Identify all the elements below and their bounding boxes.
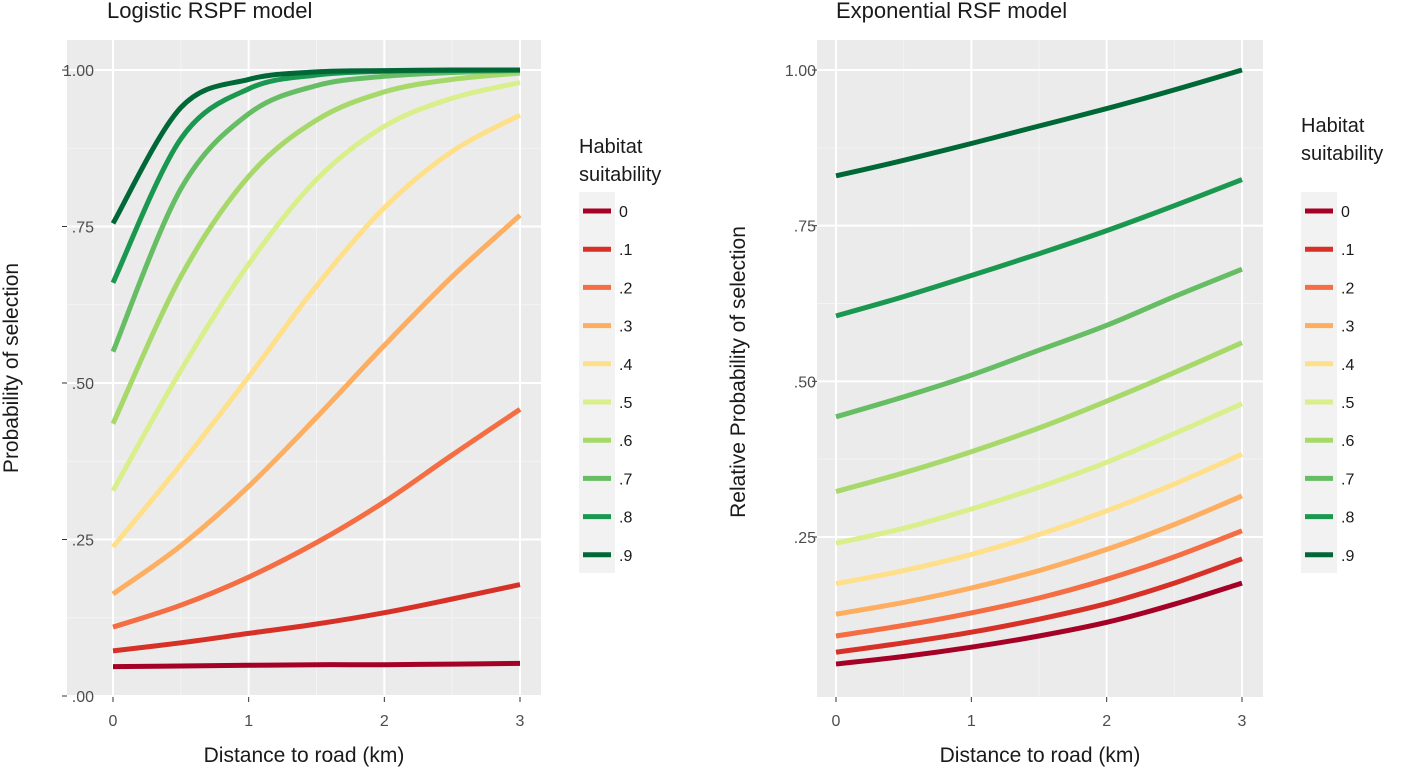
legend-title-line-1: Habitat — [579, 136, 643, 158]
series-lines — [835, 67, 1244, 667]
series-line-p8 — [835, 177, 1243, 319]
series-line-p2 — [835, 528, 1243, 639]
major-gridlines — [67, 40, 541, 697]
plot-background — [67, 40, 541, 697]
legend-label: .1 — [619, 242, 632, 259]
legend-label: .3 — [1341, 319, 1354, 336]
legend-label: .4 — [1341, 357, 1354, 374]
y-tick-label: .75 — [794, 219, 816, 236]
x-tick-label: 3 — [516, 713, 525, 730]
legend-label: .4 — [619, 357, 632, 374]
legend-label: .9 — [619, 548, 632, 565]
y-tick-label: 1.00 — [785, 63, 816, 80]
legend-label: .3 — [619, 319, 632, 336]
legend-title-line-1: Habitat — [1301, 115, 1365, 137]
y-axis-title: Relative Probability of selection — [727, 226, 750, 518]
y-axis-ticks: .00 .25 .50 .75 1.00 — [62, 63, 94, 706]
legend-label: .8 — [619, 510, 632, 527]
y-tick-label: .75 — [72, 220, 94, 237]
series-line-p4 — [835, 451, 1244, 587]
legend-key-background — [1301, 192, 1337, 573]
legend-label: .5 — [1341, 395, 1354, 412]
x-tick-label: 1 — [967, 713, 976, 730]
y-tick-label: .50 — [794, 374, 816, 391]
series-line-p5 — [835, 401, 1244, 546]
y-axis-ticks: .25 .50 .75 1.00 — [785, 63, 817, 547]
x-axis-title: Distance to road (km) — [204, 744, 405, 767]
minor-gridlines — [817, 40, 1263, 697]
legend-label: .2 — [619, 280, 632, 297]
series-line-p2 — [112, 407, 522, 630]
legend: Habitat suitability 0 .1 .2 .3 .4 .5 .6 .7 .8 .9 — [1301, 115, 1383, 573]
x-axis-ticks: 0 1 2 3 — [109, 697, 525, 730]
x-tick-label: 0 — [832, 713, 841, 730]
x-tick-label: 0 — [109, 713, 118, 730]
y-tick-label: .00 — [72, 689, 94, 706]
legend-label: .5 — [619, 395, 632, 412]
legend-label: .9 — [1341, 548, 1354, 565]
series-line-p3 — [835, 493, 1243, 617]
legend-label: .2 — [1341, 280, 1354, 297]
y-tick-label: .25 — [72, 533, 94, 550]
legend-label: .7 — [1341, 471, 1354, 488]
series-line-p4 — [111, 112, 522, 549]
series-line-p6 — [835, 340, 1244, 494]
y-tick-label: .25 — [794, 530, 816, 547]
series-line-p6 — [110, 70, 521, 425]
legend-label: 0 — [619, 204, 628, 221]
series-line-p5 — [110, 80, 521, 492]
x-tick-label: 2 — [1102, 713, 1111, 730]
y-tick-label: 1.00 — [63, 63, 94, 80]
legend: Habitat suitability 0 .1 .2 .3 .4 .5 .6 .7 .8 .9 — [579, 136, 661, 573]
x-axis-title: Distance to road (km) — [940, 744, 1141, 767]
x-tick-label: 2 — [380, 713, 389, 730]
series-line-0 — [112, 660, 521, 670]
series-line-p3 — [111, 213, 522, 597]
series-line-p9 — [110, 67, 521, 225]
legend-label: .1 — [1341, 242, 1354, 259]
legend-title-line-2: suitability — [1301, 143, 1383, 165]
x-axis-ticks: 0 1 2 3 — [832, 697, 1247, 730]
chart-title: Logistic RSPF model — [107, 0, 312, 23]
y-axis-title: Probability of selection — [0, 263, 23, 473]
legend-label: .6 — [619, 433, 632, 450]
series-line-p9 — [835, 67, 1243, 179]
chart-title: Exponential RSF model — [836, 0, 1067, 23]
x-tick-label: 3 — [1238, 713, 1247, 730]
legend-label: .6 — [1341, 433, 1354, 450]
series-line-p1 — [835, 556, 1243, 655]
legend-label: .8 — [1341, 510, 1354, 527]
x-tick-label: 1 — [244, 713, 253, 730]
series-line-0 — [835, 580, 1243, 667]
legend-title-line-2: suitability — [579, 164, 661, 186]
legend-label: .7 — [619, 471, 632, 488]
legend-key-background — [579, 192, 615, 573]
legend-label: 0 — [1341, 204, 1350, 221]
series-line-p7 — [835, 266, 1243, 420]
series-line-p1 — [112, 582, 521, 654]
series-lines — [110, 67, 522, 670]
y-tick-label: .50 — [72, 376, 94, 393]
